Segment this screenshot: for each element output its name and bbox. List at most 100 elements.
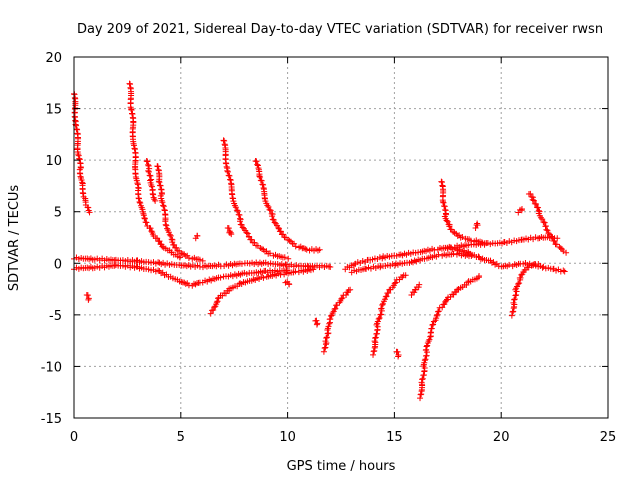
data-point	[163, 222, 170, 229]
data-point	[450, 250, 457, 257]
data-point	[544, 227, 551, 234]
data-point	[159, 243, 166, 250]
data-point	[257, 173, 264, 180]
data-point	[375, 315, 382, 322]
data-point	[167, 232, 174, 239]
data-point	[220, 137, 227, 144]
data-point	[148, 183, 155, 190]
data-point	[162, 221, 169, 228]
data-point	[256, 173, 263, 180]
series-arc-b	[126, 80, 184, 261]
data-point	[391, 280, 398, 287]
data-point	[419, 376, 426, 383]
data-point	[157, 182, 164, 189]
data-point	[372, 334, 379, 341]
series-arc-j	[370, 272, 409, 358]
data-point	[509, 309, 516, 316]
data-point	[459, 233, 466, 240]
data-point	[227, 229, 234, 236]
data-point	[543, 226, 550, 233]
data-point	[148, 176, 155, 183]
data-point	[166, 231, 173, 238]
data-point	[434, 311, 441, 318]
data-point	[327, 264, 334, 271]
data-point	[292, 243, 299, 250]
data-point	[443, 217, 450, 224]
data-point	[371, 338, 378, 345]
data-point	[439, 198, 446, 205]
data-point	[553, 241, 560, 248]
data-point	[254, 161, 261, 168]
data-point	[254, 162, 261, 169]
data-point	[85, 204, 92, 211]
data-point	[134, 180, 141, 187]
data-point	[253, 158, 260, 165]
data-point	[228, 231, 235, 238]
y-tick-label: -10	[41, 360, 62, 375]
data-point	[542, 223, 549, 230]
data-point	[440, 199, 447, 206]
data-point	[539, 216, 546, 223]
data-point	[281, 254, 288, 261]
data-point	[433, 312, 440, 319]
data-point	[419, 375, 426, 382]
data-point	[438, 178, 445, 185]
data-point	[159, 199, 166, 206]
data-point	[331, 306, 338, 313]
series-arc-h	[525, 190, 570, 256]
data-point	[443, 297, 450, 304]
data-point	[380, 300, 387, 307]
data-point	[370, 351, 377, 358]
data-point	[238, 221, 245, 228]
data-point	[426, 336, 433, 343]
series-arc-m	[207, 266, 317, 317]
axis-ticks: 0 5 10 15 20 25 -15 -10 -5 0 5 10 15 20	[41, 51, 617, 445]
series-band-4	[348, 250, 475, 276]
data-point	[418, 379, 425, 386]
data-point	[377, 264, 384, 271]
series-blip-3	[224, 224, 235, 238]
series-arc-i	[320, 286, 354, 355]
data-point	[511, 296, 518, 303]
data-point	[537, 214, 544, 221]
data-point	[156, 179, 163, 186]
data-point	[421, 255, 428, 262]
data-point	[435, 308, 442, 315]
data-point	[224, 168, 231, 175]
data-point	[394, 348, 401, 355]
data-point	[326, 320, 333, 327]
series-blip-4	[312, 317, 321, 328]
data-point	[540, 219, 547, 226]
data-point	[214, 298, 221, 305]
y-tick-label: 10	[45, 154, 62, 169]
y-tick-label: 5	[54, 206, 62, 221]
data-point	[145, 168, 152, 175]
data-point	[327, 316, 334, 323]
data-point	[428, 325, 435, 332]
data-point	[264, 202, 271, 209]
data-point	[258, 245, 265, 252]
data-point	[506, 261, 513, 268]
data-point	[454, 286, 461, 293]
data-point	[316, 246, 323, 253]
data-point	[145, 161, 152, 168]
data-point	[429, 322, 436, 329]
data-point	[395, 353, 402, 360]
data-point	[259, 181, 266, 188]
series-blip-2	[192, 232, 201, 242]
data-point	[530, 197, 537, 204]
data-point	[243, 229, 250, 236]
data-point	[527, 190, 534, 197]
data-point	[267, 250, 274, 257]
x-tick-label: 25	[600, 430, 617, 445]
data-point	[563, 249, 570, 256]
data-point	[156, 238, 163, 245]
data-point	[150, 194, 157, 201]
x-tick-label: 10	[279, 430, 296, 445]
data-point	[541, 219, 548, 226]
data-point	[152, 197, 159, 204]
data-point	[73, 126, 80, 133]
data-point	[302, 245, 309, 252]
data-point	[561, 268, 568, 275]
data-point	[450, 291, 457, 298]
